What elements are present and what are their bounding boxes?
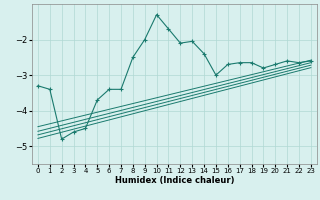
X-axis label: Humidex (Indice chaleur): Humidex (Indice chaleur) <box>115 176 234 185</box>
